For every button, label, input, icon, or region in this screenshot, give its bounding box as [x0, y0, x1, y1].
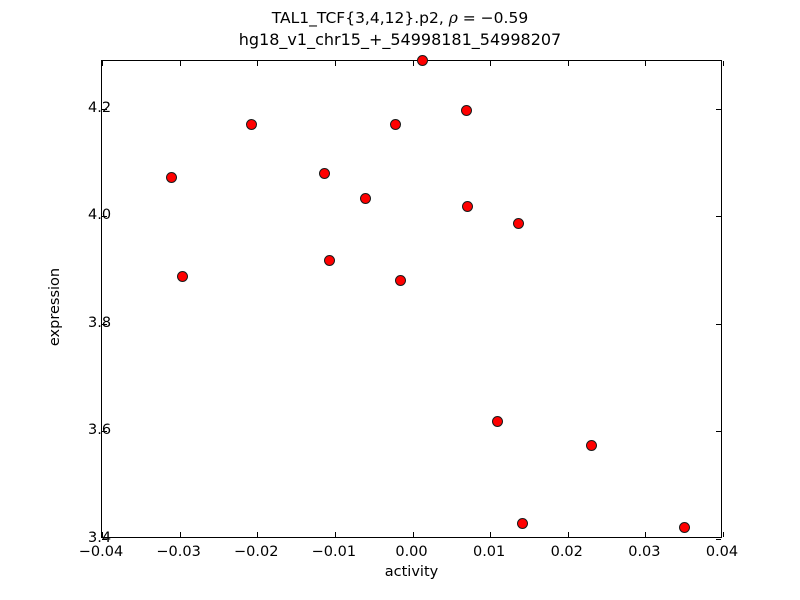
y-tick-mark-right	[716, 323, 721, 325]
x-tick-label: −0.02	[234, 544, 279, 560]
x-tick-label: −0.03	[156, 544, 201, 560]
x-tick-label: 0.00	[395, 544, 428, 560]
x-tick-mark-top	[645, 61, 647, 66]
scatter-point	[166, 171, 178, 183]
x-tick-mark	[102, 532, 103, 537]
title-prefix: TAL1_TCF{3,4,12}.p2,	[271, 9, 449, 27]
y-tick-mark-right	[716, 108, 721, 110]
y-tick-mark	[102, 108, 107, 110]
scatter-point	[462, 201, 474, 213]
x-tick-mark	[412, 532, 414, 537]
scatter-point	[360, 193, 372, 205]
x-tick-mark-top	[102, 61, 103, 66]
x-tick-label: 0.02	[550, 544, 583, 560]
scatter-point	[461, 105, 473, 117]
scatter-point	[492, 416, 504, 428]
x-tick-mark-top	[567, 61, 569, 66]
title-line-2: hg18_v1_chr15_+_54998181_54998207	[238, 30, 562, 49]
x-tick-mark	[490, 532, 492, 537]
scatter-point	[585, 440, 597, 452]
y-tick-mark-right	[716, 539, 721, 540]
x-tick-label: −0.04	[78, 544, 124, 560]
x-tick-label: 0.04	[705, 544, 739, 560]
x-tick-label: 0.03	[628, 544, 661, 560]
x-tick-mark-top	[412, 61, 414, 66]
x-tick-mark-top	[257, 61, 259, 66]
scatter-point	[319, 167, 331, 179]
x-tick-mark-top	[490, 61, 492, 66]
y-tick-mark	[102, 539, 107, 540]
plot-title: TAL1_TCF{3,4,12}.p2, ρ = −0.59 hg18_v1_c…	[0, 8, 800, 50]
y-tick-mark-right	[716, 216, 721, 218]
title-line-1: TAL1_TCF{3,4,12}.p2, ρ = −0.59	[0, 8, 800, 29]
x-tick-mark-top	[334, 61, 336, 66]
scatter-point	[394, 275, 406, 287]
scatter-point	[517, 517, 529, 529]
x-tick-mark-top	[723, 61, 724, 66]
y-axis-label: expression	[47, 267, 63, 347]
scatter-point	[417, 55, 429, 67]
scatter-point	[323, 255, 335, 267]
x-tick-mark	[567, 532, 569, 537]
x-tick-mark	[723, 532, 724, 537]
x-tick-label: 0.01	[472, 544, 506, 560]
y-tick-mark	[102, 431, 107, 433]
x-tick-mark	[257, 532, 259, 537]
scatter-point	[245, 119, 257, 131]
x-tick-mark	[334, 532, 336, 537]
scatter-point	[177, 271, 189, 283]
title-suffix: = −0.59	[457, 9, 529, 27]
y-tick-mark-right	[716, 431, 721, 433]
y-tick-mark	[102, 216, 107, 218]
rho-symbol: ρ	[448, 9, 458, 27]
x-tick-mark	[179, 532, 181, 537]
y-tick-mark	[102, 323, 107, 325]
plot-area	[101, 55, 724, 540]
scatter-point	[389, 118, 401, 130]
scatter-point	[512, 217, 524, 229]
x-tick-label: −0.01	[311, 544, 357, 560]
x-tick-mark-top	[179, 61, 181, 66]
scatter-point	[678, 521, 690, 533]
x-tick-mark	[645, 532, 647, 537]
x-axis-label: activity	[384, 564, 439, 580]
